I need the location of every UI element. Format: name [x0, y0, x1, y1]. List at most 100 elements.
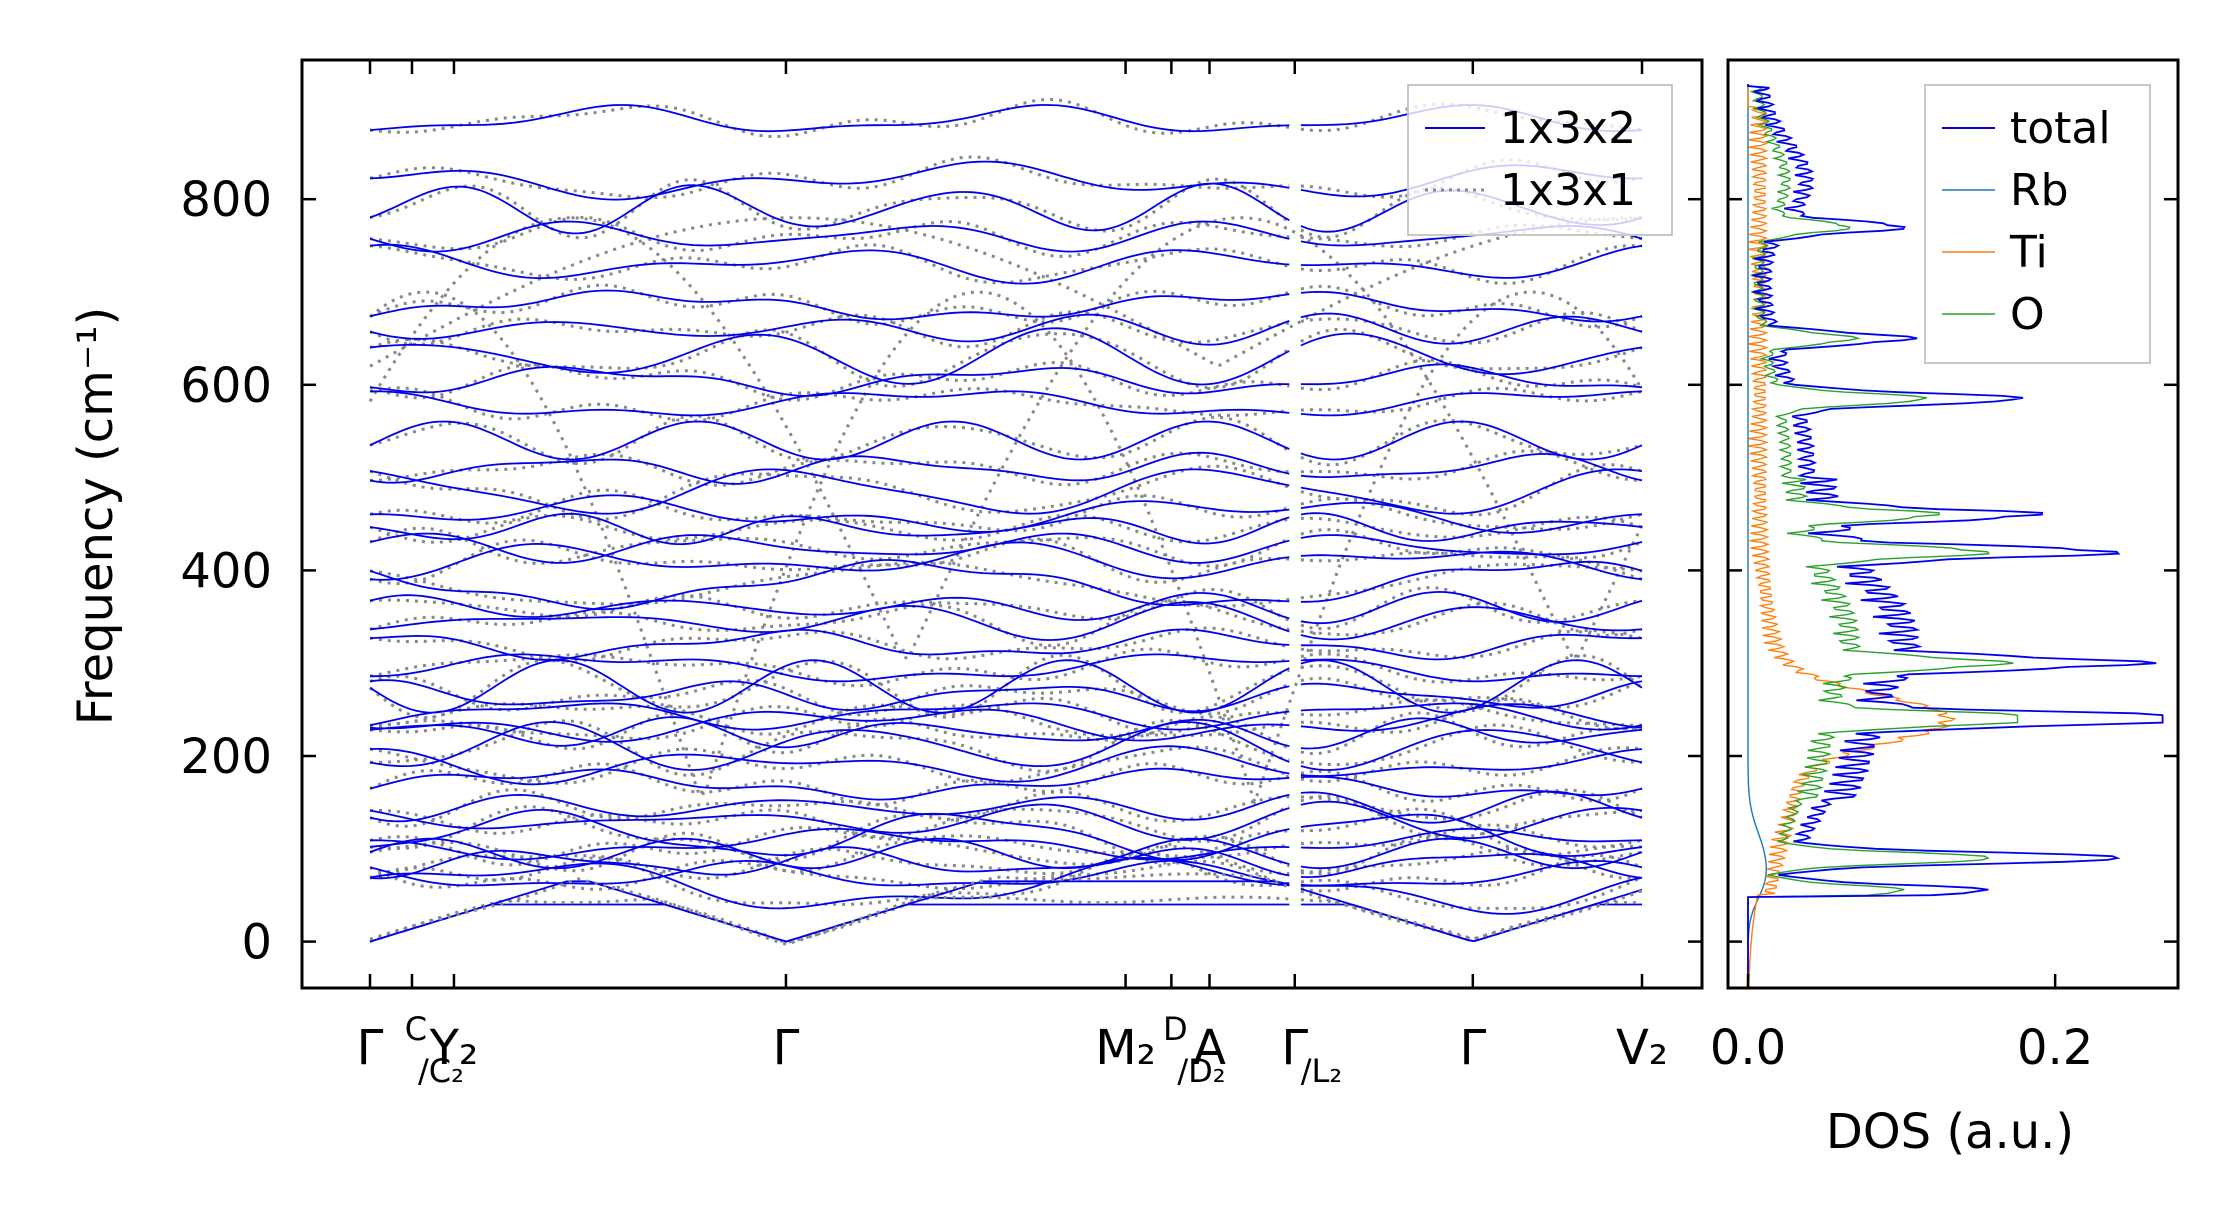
band-line-1x3x2: [369, 532, 1643, 564]
band-line-1x3x1: [369, 155, 1643, 200]
band-line-1x3x1: [369, 449, 1643, 487]
acoustic-branch-1x3x2: [369, 903, 1642, 943]
band-line-1x3x2: [369, 494, 1643, 534]
band-line-1x3x1: [369, 626, 1643, 663]
band-line-1x3x1: [369, 586, 1643, 631]
band-y-ticks: 0 200 400 600 800: [180, 172, 1702, 971]
legend-label-rb: Rb: [2010, 165, 2069, 216]
dos-x-ticks: 0.0 0.2: [1710, 974, 2093, 1076]
band-line-1x3x2: [369, 312, 1643, 346]
band-line-1x3x2: [369, 659, 1643, 714]
legend-label-1x3x2: 1x3x2: [1500, 103, 1636, 154]
band-lines: [368, 98, 1644, 946]
band-x-tick-label: Γ: [773, 1020, 800, 1076]
band-line-1x3x1: [369, 647, 1643, 688]
band-y-tick-label: 400: [180, 543, 272, 599]
band-line-1x3x2: [369, 721, 1643, 771]
dos-line-total: [1747, 84, 2164, 988]
band-line-1x3x1: [369, 463, 1643, 521]
band-x-tick-label: M₂: [1095, 1020, 1156, 1076]
dos-legend: total Rb Ti O: [1924, 84, 2151, 364]
band-line-1x3x1: [369, 283, 1643, 329]
band-plot-frame: [300, 58, 1704, 990]
band-line-1x3x2: [369, 559, 1643, 611]
band-line-1x3x1: [369, 488, 1643, 533]
band-x-tick-label: /D₂: [1177, 1052, 1225, 1090]
band-line-1x3x1: [369, 697, 1643, 741]
band-line-1x3x2: [369, 541, 1643, 581]
band-x-tick-label: Γ: [357, 1020, 384, 1076]
band-line-1x3x2: [370, 827, 1643, 861]
band-line-1x3x1: [369, 805, 1643, 865]
dos-line-rb: [1747, 84, 1767, 988]
band-line-1x3x2: [369, 809, 1643, 861]
band-x-tick-label: /L₂: [1301, 1052, 1342, 1090]
band-line-1x3x2: [369, 327, 1643, 386]
band-line-1x3x1: [369, 788, 1643, 828]
dos-y-ticks: [1728, 197, 2178, 943]
band-y-tick-label: 800: [180, 172, 272, 228]
band-line-1x3x1: [369, 513, 1643, 544]
band-line-1x3x1: [369, 674, 1643, 717]
band-line-1x3x2: [369, 702, 1643, 731]
band-line-1x3x1: [369, 844, 1643, 881]
band-line-1x3x2: [369, 767, 1643, 801]
band-line-1x3x1: [369, 560, 1643, 608]
band-line-1x3x2: [369, 390, 1643, 417]
band-line-1x3x2: [369, 243, 1643, 285]
band-x-tick-label: Y₂: [429, 1020, 479, 1076]
legend-label-1x3x1: 1x3x1: [1500, 165, 1636, 216]
dos-x-tick-label: 0.2: [2017, 1020, 2093, 1076]
band-line-1x3x1: [369, 526, 1643, 568]
band-x-tick-label: V₂: [1616, 1020, 1668, 1076]
band-y-tick-label: 600: [180, 358, 272, 414]
band-line-1x3x1: [369, 599, 1643, 648]
band-line-1x3x1: [369, 850, 1643, 910]
dos-x-axis-label: DOS (a.u.): [1826, 1104, 2074, 1160]
band-y-tick-label: 0: [241, 915, 272, 971]
dos-legend-box: [1924, 84, 2151, 364]
dos-panel: 0.0 0.2 total Rb Ti O DOS (a.u.): [1710, 58, 2180, 1160]
band-line-1x3x1: [368, 216, 1644, 661]
band-line-1x3x1: [369, 310, 1643, 349]
band-line-1x3x2: [369, 628, 1643, 661]
band-line-1x3x1: [369, 537, 1643, 586]
band-line-1x3x2: [369, 468, 1643, 515]
band-y-axis-label: Frequency (cm⁻¹): [68, 307, 124, 725]
dos-line-o: [1747, 84, 2019, 988]
band-line-1x3x2: [369, 859, 1643, 887]
band-line-1x3x1: [369, 745, 1643, 785]
band-line-1x3x2: [369, 846, 1643, 880]
band-line-1x3x1: [369, 386, 1643, 423]
dos-lines: [1747, 84, 2164, 989]
band-x-tick-label: Γ: [1281, 1020, 1308, 1076]
band-line-1x3x2: [369, 451, 1643, 485]
band-legend: 1x3x2 1x3x1: [1407, 84, 1673, 236]
band-line-1x3x1: [369, 216, 1642, 368]
band-x-tick-label: D: [1163, 1010, 1188, 1048]
band-line-1x3x1: [369, 710, 1643, 756]
band-x-tick-label: /C₂: [418, 1052, 464, 1090]
band-x-tick-label: Γ: [1459, 1020, 1486, 1076]
band-x-tick-label: C: [405, 1010, 427, 1048]
band-line-1x3x2: [369, 800, 1643, 841]
band-line-1x3x2: [369, 716, 1643, 750]
band-line-1x3x1: [370, 794, 1643, 843]
dos-plot-frame: [1726, 58, 2180, 990]
band-line-1x3x1: [369, 823, 1643, 867]
band-line-1x3x2: [369, 363, 1643, 397]
band-line-1x3x2: [369, 837, 1643, 870]
dos-line-ti: [1747, 84, 1957, 989]
legend-label-o: O: [2010, 289, 2045, 340]
band-legend-box: [1407, 84, 1673, 236]
band-line-1x3x1: [369, 653, 1643, 720]
band-line-1x3x2: [369, 601, 1643, 641]
band-line-1x3x2: [369, 420, 1643, 461]
legend-label-ti: Ti: [2009, 227, 2048, 278]
band-y-tick-label: 200: [180, 729, 272, 785]
legend-label-total: total: [2010, 103, 2111, 154]
band-line-1x3x2: [369, 745, 1643, 786]
band-line-1x3x2: [369, 590, 1643, 625]
